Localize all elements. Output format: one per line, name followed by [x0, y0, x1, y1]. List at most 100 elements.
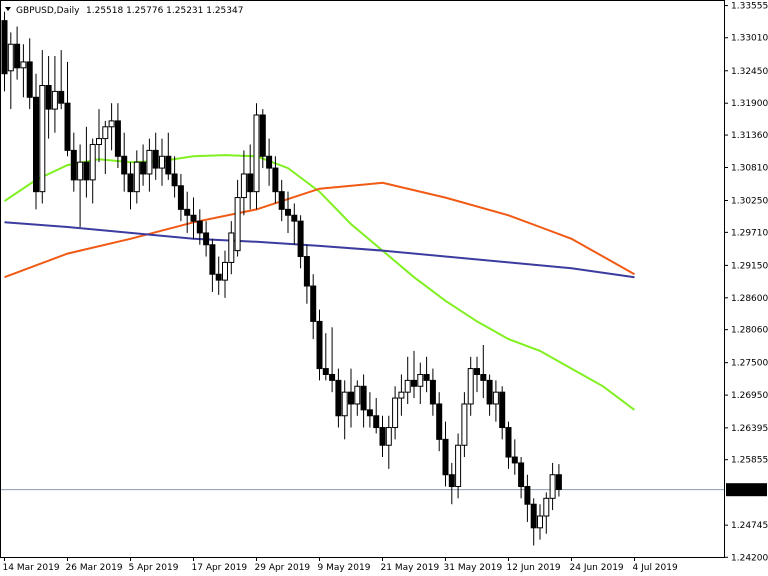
time-tick-label: 31 May 2019 [444, 563, 503, 573]
candle[interactable] [543, 492, 550, 534]
candle[interactable] [461, 392, 468, 458]
candle[interactable] [436, 392, 443, 452]
candle[interactable] [20, 44, 27, 98]
candle[interactable] [140, 144, 147, 186]
candle[interactable] [398, 374, 405, 416]
candle[interactable] [335, 368, 342, 428]
candle[interactable] [108, 103, 115, 151]
candle[interactable] [45, 56, 52, 139]
candle[interactable] [77, 144, 84, 228]
candle[interactable] [215, 256, 222, 295]
candle[interactable] [152, 132, 159, 180]
candle[interactable] [70, 132, 77, 192]
price-axis[interactable]: 1.33555 1.33010 1.32450 1.31900 1.31360 1.308… [724, 2, 768, 564]
time-axis[interactable]: 14 Mar 2019 26 Mar 2019 5 Apr 2019 17 Apr 2… [3, 557, 678, 573]
candle[interactable] [285, 191, 291, 233]
candle[interactable] [417, 362, 424, 404]
candle[interactable] [291, 203, 298, 245]
candle[interactable] [165, 132, 172, 180]
candle[interactable] [209, 238, 216, 292]
candle[interactable] [310, 274, 317, 340]
candle[interactable] [322, 333, 329, 381]
candle[interactable] [114, 103, 121, 169]
candle[interactable] [247, 144, 254, 210]
triangle-down-icon[interactable] [5, 7, 11, 11]
candle[interactable] [228, 221, 235, 275]
candle[interactable] [448, 462, 455, 505]
candle-body-bear [209, 244, 216, 275]
candle[interactable] [373, 398, 380, 434]
candle[interactable] [492, 380, 499, 422]
candle[interactable] [234, 179, 241, 257]
candle[interactable] [467, 356, 474, 416]
candle[interactable] [171, 156, 178, 198]
candle[interactable] [266, 138, 273, 186]
candle[interactable] [480, 344, 487, 399]
candle[interactable] [537, 504, 543, 540]
candle-body-bear [83, 161, 90, 181]
candle[interactable] [83, 126, 90, 198]
candle[interactable] [259, 109, 266, 169]
candle[interactable] [89, 138, 96, 204]
candle[interactable] [442, 421, 449, 487]
candle[interactable] [26, 38, 33, 110]
candle[interactable] [133, 150, 140, 204]
candle[interactable] [518, 457, 525, 499]
candle[interactable] [524, 474, 531, 522]
candle[interactable] [51, 56, 58, 133]
candle[interactable] [385, 415, 392, 469]
candle[interactable] [96, 109, 102, 163]
candle[interactable] [121, 132, 128, 192]
candle[interactable] [423, 356, 430, 393]
candle[interactable] [64, 61, 71, 157]
candle[interactable] [190, 197, 197, 239]
candle[interactable] [348, 368, 354, 428]
candle[interactable] [240, 150, 247, 216]
candle[interactable] [499, 386, 506, 440]
candle[interactable] [146, 138, 153, 192]
candle[interactable] [222, 250, 228, 298]
candle[interactable] [278, 179, 285, 222]
candle[interactable] [33, 73, 39, 210]
candle[interactable] [404, 356, 411, 404]
candle[interactable] [203, 221, 210, 257]
candle-layer[interactable] [1, 11, 562, 546]
candle[interactable] [177, 173, 184, 222]
candle[interactable] [354, 380, 361, 416]
candle[interactable] [159, 138, 165, 186]
candle[interactable] [392, 386, 399, 440]
candle[interactable] [7, 32, 14, 110]
candle[interactable] [329, 327, 336, 393]
candle[interactable] [1, 11, 8, 92]
candle[interactable] [127, 162, 134, 210]
candle-body-bull [102, 126, 109, 140]
candle[interactable] [272, 156, 279, 204]
candle[interactable] [411, 350, 417, 399]
candle[interactable] [474, 356, 480, 393]
candle[interactable] [505, 421, 512, 469]
candle-body-bear [480, 373, 487, 381]
candle[interactable] [455, 433, 462, 499]
candle[interactable] [555, 464, 562, 497]
candle[interactable] [530, 498, 537, 546]
candle[interactable] [39, 50, 46, 204]
candle[interactable] [102, 120, 109, 174]
candle[interactable] [511, 439, 518, 475]
candle[interactable] [303, 244, 310, 304]
candle[interactable] [549, 462, 556, 511]
candle[interactable] [196, 209, 203, 245]
candle[interactable] [58, 50, 65, 110]
candle[interactable] [341, 380, 348, 440]
candle[interactable] [486, 374, 493, 416]
candle[interactable] [297, 215, 304, 269]
candle[interactable] [360, 374, 367, 428]
candle[interactable] [14, 26, 21, 80]
candle[interactable] [316, 309, 323, 381]
candle[interactable] [429, 368, 436, 416]
candle[interactable] [366, 392, 373, 428]
candle[interactable] [379, 415, 386, 458]
candle[interactable] [253, 103, 260, 210]
candle[interactable] [184, 191, 191, 233]
